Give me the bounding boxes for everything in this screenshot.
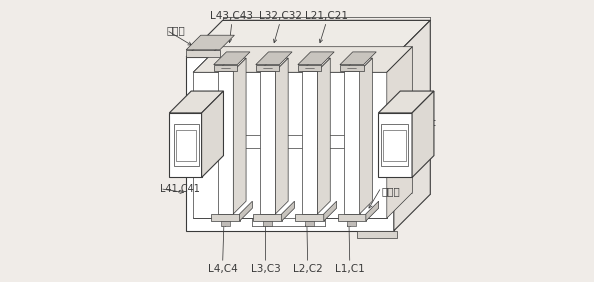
Polygon shape: [298, 52, 334, 65]
Polygon shape: [358, 231, 397, 238]
Polygon shape: [340, 65, 364, 71]
Polygon shape: [214, 65, 237, 71]
Polygon shape: [412, 91, 434, 177]
Polygon shape: [260, 58, 288, 71]
Polygon shape: [254, 214, 282, 221]
Polygon shape: [324, 201, 337, 221]
Text: 接地端: 接地端: [381, 186, 400, 197]
Polygon shape: [217, 71, 233, 214]
Polygon shape: [260, 71, 276, 214]
Polygon shape: [233, 58, 246, 214]
Polygon shape: [344, 71, 359, 214]
Polygon shape: [302, 71, 317, 214]
Polygon shape: [359, 58, 372, 214]
Text: Lout: Lout: [413, 118, 435, 128]
Polygon shape: [256, 65, 279, 71]
Polygon shape: [387, 47, 412, 218]
Polygon shape: [193, 72, 387, 218]
Polygon shape: [337, 214, 366, 221]
Polygon shape: [211, 214, 239, 221]
Text: Lin: Lin: [180, 115, 195, 125]
Polygon shape: [186, 35, 235, 50]
Polygon shape: [169, 113, 201, 177]
Polygon shape: [214, 52, 250, 65]
Polygon shape: [169, 91, 223, 113]
Polygon shape: [239, 201, 252, 221]
Polygon shape: [340, 52, 376, 65]
Text: L4,C4: L4,C4: [208, 264, 238, 274]
Polygon shape: [186, 50, 220, 57]
Polygon shape: [295, 214, 324, 221]
Text: L2,C2: L2,C2: [293, 264, 323, 274]
Polygon shape: [282, 201, 295, 221]
Polygon shape: [347, 221, 356, 226]
Polygon shape: [193, 47, 412, 72]
Polygon shape: [317, 58, 330, 214]
Polygon shape: [201, 91, 223, 177]
Polygon shape: [302, 58, 330, 71]
Polygon shape: [394, 20, 430, 231]
Text: L1,C1: L1,C1: [335, 264, 365, 274]
Polygon shape: [366, 201, 378, 221]
Text: 接地端: 接地端: [166, 25, 185, 35]
Polygon shape: [263, 221, 272, 226]
Polygon shape: [378, 91, 434, 113]
Text: L32,C32: L32,C32: [258, 11, 302, 21]
Polygon shape: [344, 58, 372, 71]
Text: L21,C21: L21,C21: [305, 11, 348, 21]
Text: L41,C41: L41,C41: [160, 184, 200, 194]
Polygon shape: [305, 221, 314, 226]
Polygon shape: [186, 57, 394, 231]
Polygon shape: [298, 65, 321, 71]
Polygon shape: [221, 221, 230, 226]
Text: L3,C3: L3,C3: [251, 264, 280, 274]
Polygon shape: [256, 52, 292, 65]
Text: P1: P1: [172, 143, 185, 153]
Polygon shape: [217, 58, 246, 71]
Polygon shape: [186, 20, 430, 57]
Polygon shape: [276, 58, 288, 214]
Text: P2: P2: [413, 142, 425, 152]
Polygon shape: [378, 113, 412, 177]
Text: L43,C43: L43,C43: [210, 11, 254, 21]
